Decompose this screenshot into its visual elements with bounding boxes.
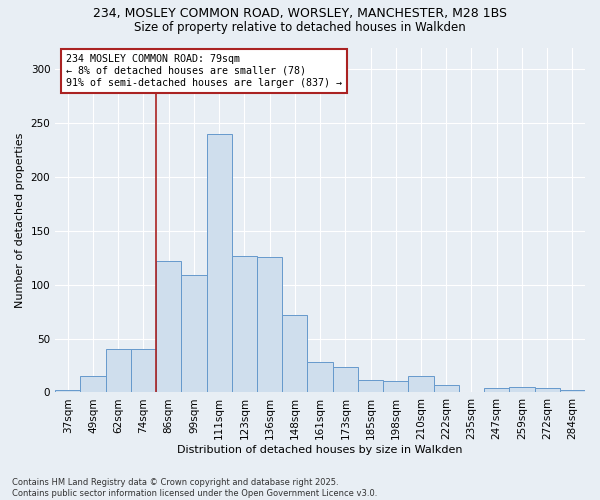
Bar — [434, 385, 459, 392]
Bar — [156, 261, 181, 392]
Bar — [55, 390, 80, 392]
Bar — [282, 315, 307, 392]
X-axis label: Distribution of detached houses by size in Walkden: Distribution of detached houses by size … — [178, 445, 463, 455]
Bar — [232, 256, 257, 392]
Bar — [106, 350, 131, 393]
Bar — [332, 366, 358, 392]
Bar — [409, 376, 434, 392]
Y-axis label: Number of detached properties: Number of detached properties — [15, 132, 25, 308]
Bar — [307, 362, 332, 392]
Bar — [560, 390, 585, 392]
Bar — [383, 380, 409, 392]
Text: 234 MOSLEY COMMON ROAD: 79sqm
← 8% of detached houses are smaller (78)
91% of se: 234 MOSLEY COMMON ROAD: 79sqm ← 8% of de… — [66, 54, 342, 88]
Bar — [206, 134, 232, 392]
Bar — [509, 387, 535, 392]
Text: Contains HM Land Registry data © Crown copyright and database right 2025.
Contai: Contains HM Land Registry data © Crown c… — [12, 478, 377, 498]
Bar — [257, 256, 282, 392]
Bar — [131, 350, 156, 393]
Bar — [358, 380, 383, 392]
Bar — [80, 376, 106, 392]
Bar — [535, 388, 560, 392]
Bar — [181, 275, 206, 392]
Bar — [484, 388, 509, 392]
Text: 234, MOSLEY COMMON ROAD, WORSLEY, MANCHESTER, M28 1BS: 234, MOSLEY COMMON ROAD, WORSLEY, MANCHE… — [93, 8, 507, 20]
Text: Size of property relative to detached houses in Walkden: Size of property relative to detached ho… — [134, 21, 466, 34]
